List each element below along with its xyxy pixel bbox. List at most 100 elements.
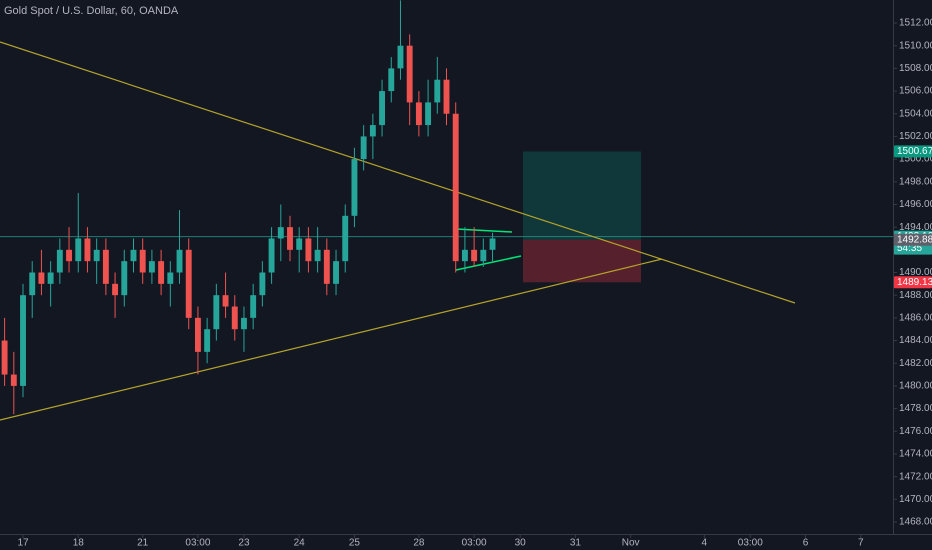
candle-body (452, 113, 459, 262)
candle-body (471, 249, 478, 262)
candle-body (406, 45, 413, 103)
y-tick-label: 1480.000 (899, 381, 932, 392)
candle-body (415, 102, 422, 126)
candle-body (296, 238, 303, 250)
candle-body (231, 306, 238, 330)
x-tick-label: 03:00 (738, 538, 763, 549)
x-tick-label: 4 (701, 538, 707, 549)
candle-body (443, 79, 450, 114)
candle-body (305, 238, 312, 262)
candle-body (139, 249, 146, 273)
candle-body (176, 249, 183, 273)
candle-body (112, 283, 119, 296)
x-tick-label: 31 (570, 538, 582, 549)
candle-body (121, 261, 128, 296)
candle-body (148, 261, 155, 273)
y-tick-label: 1468.000 (899, 517, 932, 528)
target-label-bg (894, 145, 932, 158)
pattern-line (455, 255, 522, 271)
y-tick-label: 1478.000 (899, 403, 932, 414)
entry-label: 1492.886 (897, 234, 932, 245)
candle-body (268, 238, 275, 273)
entry-label-bg (894, 233, 932, 246)
y-tick-label: 1486.000 (899, 313, 932, 324)
stop-label-bg (894, 276, 932, 289)
candle-body (287, 227, 293, 250)
candle-body (250, 295, 257, 318)
candle-body (20, 295, 26, 386)
y-tick-label: 1470.000 (899, 494, 932, 505)
y-tick-label: 1512.000 (899, 18, 932, 29)
candle-body (379, 91, 386, 126)
candle-body (369, 125, 376, 137)
chart-title: Gold Spot / U.S. Dollar, 60, OANDA (4, 5, 179, 17)
x-tick-label: 18 (73, 538, 85, 549)
trend-line (0, 258, 663, 421)
candle-body (222, 295, 229, 307)
candle-body (351, 159, 358, 216)
candle-body (84, 238, 91, 262)
y-tick-label: 1502.000 (899, 131, 932, 142)
candle-body (480, 249, 487, 262)
candle-body (1, 340, 8, 375)
candle-body (167, 272, 174, 284)
candle-body (277, 227, 284, 239)
profit-zone (523, 151, 641, 240)
y-tick-label: 1488.000 (899, 290, 932, 301)
candle-body (397, 45, 404, 69)
candle-body (130, 249, 137, 262)
candle-body (425, 102, 432, 126)
x-tick-label: 03:00 (462, 538, 487, 549)
y-tick-label: 1506.000 (899, 86, 932, 97)
candle-body (10, 374, 17, 386)
candle-body (102, 249, 109, 284)
candle-body (66, 249, 72, 262)
candle-body (29, 272, 36, 296)
x-tick-label: 7 (858, 538, 864, 549)
candles (1, 0, 496, 415)
y-tick-label: 1490.000 (899, 267, 932, 278)
x-tick-label: 30 (515, 538, 527, 549)
y-tick-label: 1508.000 (899, 63, 932, 74)
y-tick-label: 1494.000 (899, 222, 932, 233)
x-tick-label: 21 (137, 538, 149, 549)
axes: 1468.000 1470.000 1472.000 1474.000 1476.000… (17, 18, 932, 549)
candle-body (47, 272, 54, 284)
candle-body (38, 272, 45, 284)
x-tick-label: 24 (294, 538, 306, 549)
x-tick-label: 25 (349, 538, 361, 549)
candle-body (259, 272, 266, 296)
trend-line (0, 41, 796, 304)
candle-body (314, 249, 321, 262)
countdown-label: 54:35 (897, 243, 922, 254)
candle-body (434, 79, 441, 103)
candle-body (56, 249, 63, 273)
candle-body (93, 249, 100, 262)
x-tick-label: 03:00 (185, 538, 210, 549)
candle-body (185, 249, 192, 318)
candle-body (241, 317, 247, 330)
target-label: 1500.676 (897, 146, 932, 157)
y-tick-label: 1474.000 (899, 449, 932, 460)
candle-body (388, 68, 395, 92)
y-tick-label: 1482.000 (899, 358, 932, 369)
loss-zone (523, 239, 641, 283)
x-tick-label: 28 (413, 538, 425, 549)
y-tick-label: 1496.000 (899, 199, 932, 210)
y-tick-label: 1504.000 (899, 108, 932, 119)
position-layer (0, 151, 893, 283)
stop-label: 1489.137 (897, 277, 932, 288)
x-tick-label: 6 (803, 538, 809, 549)
y-tick-label: 1484.000 (899, 335, 932, 346)
y-tick-label: 1472.000 (899, 471, 932, 482)
x-tick-label: Nov (622, 538, 640, 549)
candle-body (204, 329, 211, 352)
candle-body (158, 261, 165, 284)
y-tick-label: 1510.000 (899, 40, 932, 51)
candle-body (461, 249, 468, 262)
candle-body (75, 238, 82, 262)
candle-body (194, 317, 201, 352)
x-tick-label: 23 (238, 538, 250, 549)
